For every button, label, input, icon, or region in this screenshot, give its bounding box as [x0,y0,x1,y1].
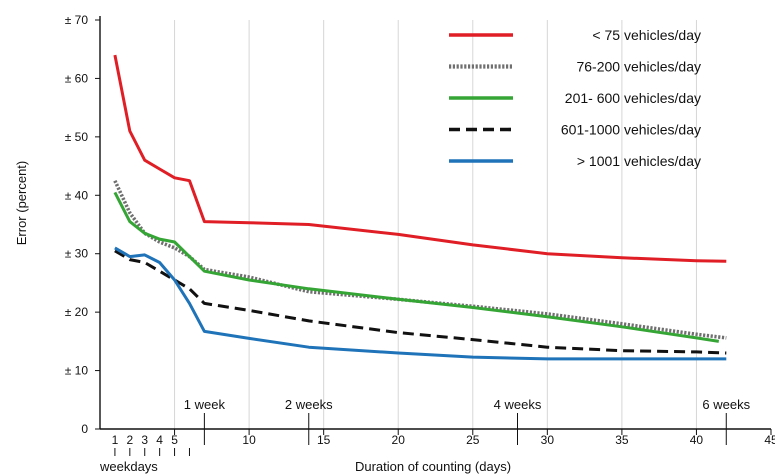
x-tick-label: 3 [141,433,148,447]
y-tick-label: ± 10 [65,364,89,378]
x-tick-label: 45 [764,433,775,447]
week-marker-label: 4 weeks [494,397,542,412]
y-tick-label: ± 30 [65,247,89,261]
x-tick-label: 30 [541,433,555,447]
y-axis-title: Error (percent) [14,161,29,246]
series-lines [113,54,727,361]
weekdays-label: weekdays [99,459,158,474]
legend-label-4: 601-1000 vehicles/day [561,122,701,138]
series-line-1 [113,54,727,263]
y-tick-label: ± 70 [65,13,89,27]
series-line-4 [114,249,727,355]
x-tick-label: 15 [317,433,331,447]
legend-label-1: < 75 vehicles/day [592,27,701,43]
y-tick-label: ± 60 [65,71,89,85]
vertical-gridlines [174,20,697,429]
series-line-3 [113,191,720,343]
x-tick-label: 4 [156,433,163,447]
y-tick-label: ± 20 [65,305,89,319]
x-tick-label: 40 [690,433,704,447]
x-tick-label: 10 [242,433,256,447]
axes: 0± 10± 20± 30± 40± 50± 60± 701 2 3 4 5 10 15 20… [65,13,775,456]
legend-label-5: > 1001 vehicles/day [577,153,701,169]
x-tick-label: 35 [615,433,629,447]
y-tick-label: 0 [81,422,88,436]
x-tick-label: 2 [126,433,133,447]
y-tick-label: ± 40 [65,188,89,202]
week-marker-label: 2 weeks [285,397,333,412]
series-line-5 [114,246,727,361]
x-tick-label: 25 [466,433,480,447]
legend-label-2: 76-200 vehicles/day [576,59,701,75]
x-tick-label: 5 [171,433,178,447]
week-marker-label: 1 week [184,397,226,412]
week-marker-label: 6 weeks [702,397,750,412]
x-tick-label: 20 [392,433,406,447]
legend: < 75 vehicles/day 76-200 vehicles/day 201-… [449,27,701,169]
y-tick-label: ± 50 [65,130,89,144]
x-axis-title: Duration of counting (days) [355,459,511,474]
legend-label-3: 201- 600 vehicles/day [565,90,701,106]
x-tick-label: 1 [112,433,119,447]
